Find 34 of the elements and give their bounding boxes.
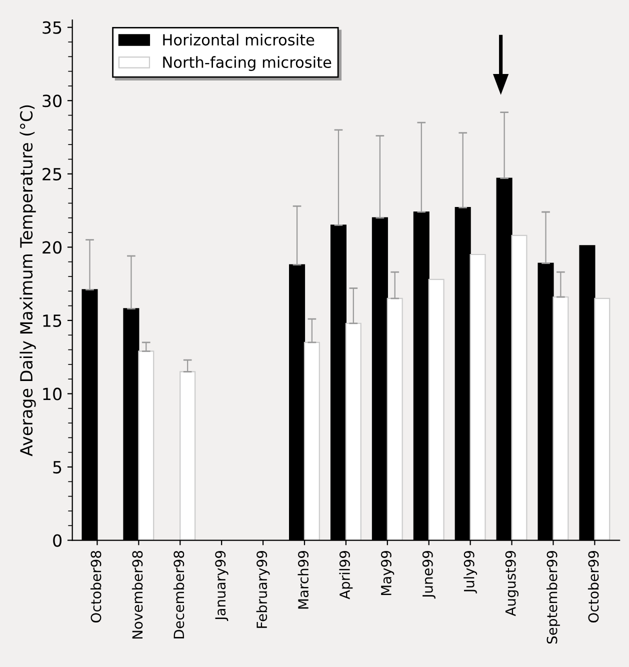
x-tick-label: October99 <box>588 550 599 622</box>
x-tick-label: February99 <box>256 550 270 628</box>
x-tick-label: November98 <box>132 550 143 639</box>
y-tick-label: 20 <box>42 241 62 254</box>
y-axis-title: Average Daily Maximum Temperature (°C) <box>20 105 36 456</box>
x-tick-label: December98 <box>173 550 184 638</box>
y-tick-label: 25 <box>42 168 62 180</box>
y-tick-label: 0 <box>53 534 62 547</box>
y-tick-label: 30 <box>42 94 62 108</box>
x-tick-label: September99 <box>546 550 560 644</box>
bar <box>180 371 196 540</box>
bar <box>470 254 486 540</box>
bar <box>345 322 362 540</box>
bar <box>386 298 403 540</box>
legend-label: Horizontal microsite <box>163 34 314 46</box>
x-tick-label: August99 <box>505 550 518 616</box>
bar <box>552 296 569 540</box>
bar <box>594 298 610 540</box>
x-tick-label: June99 <box>422 550 436 599</box>
x-tick-label: April99 <box>339 550 353 600</box>
legend-label: North-facing microsite <box>163 56 332 71</box>
x-tick-label: October98 <box>90 550 102 622</box>
x-tick-label: May99 <box>380 550 394 596</box>
y-tick-label: 35 <box>42 21 62 34</box>
y-tick-label: 10 <box>43 388 62 400</box>
bar <box>138 350 154 540</box>
bar <box>304 342 320 540</box>
bar <box>428 278 444 540</box>
x-tick-label: July99 <box>464 550 478 594</box>
x-tick-label: January99 <box>215 550 228 622</box>
y-tick-label: 15 <box>43 314 62 328</box>
bar <box>511 234 528 540</box>
x-tick-label: March99 <box>298 550 309 609</box>
y-tick-label: 5 <box>53 461 62 474</box>
